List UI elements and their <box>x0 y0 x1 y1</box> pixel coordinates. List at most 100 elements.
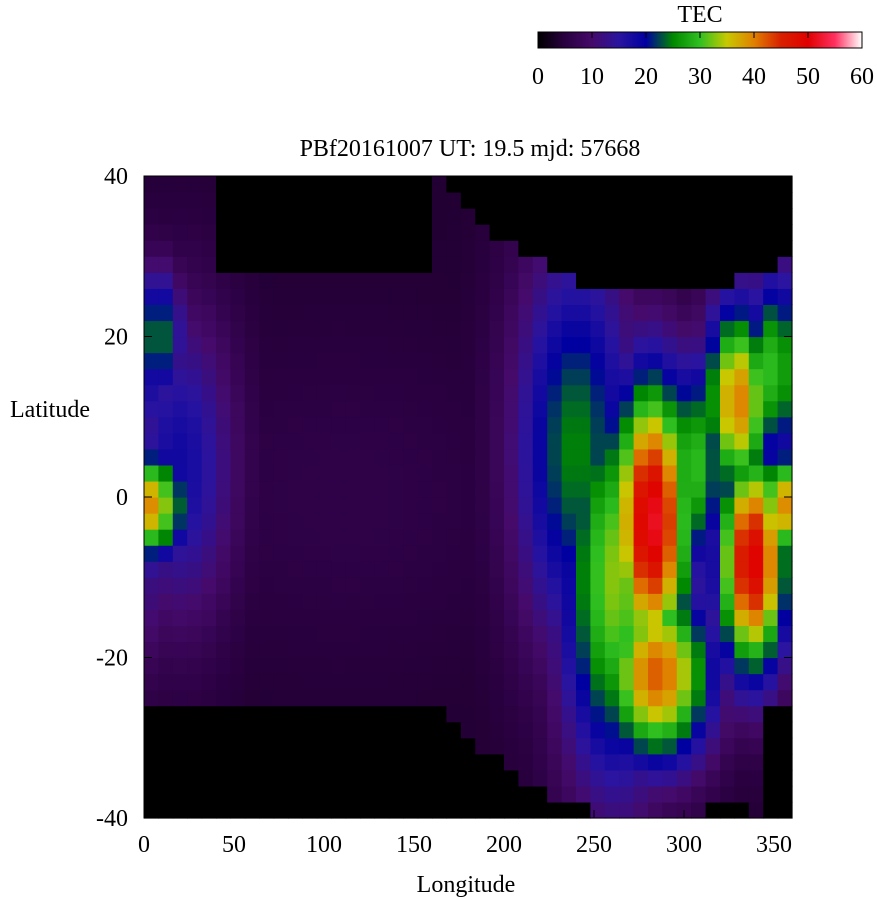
heatmap-cell <box>576 545 591 562</box>
heatmap-cell <box>244 753 260 771</box>
heatmap-cell <box>316 529 332 546</box>
heatmap-cell <box>345 368 361 386</box>
heatmap-cell <box>158 464 174 482</box>
heatmap-cell <box>748 384 764 402</box>
heatmap-cell <box>302 785 318 803</box>
heatmap-cell <box>748 753 764 771</box>
heatmap-cell <box>288 737 303 755</box>
heatmap-cell <box>230 400 246 418</box>
heatmap-cell <box>676 480 692 498</box>
heatmap-cell <box>590 384 606 402</box>
heatmap-cell <box>475 400 491 418</box>
heatmap-cell <box>504 529 519 546</box>
heatmap-cell <box>172 304 188 322</box>
heatmap-cell <box>648 192 663 209</box>
colorbar: TEC 0 10 20 30 40 50 60 <box>532 2 874 90</box>
heatmap-cell <box>576 609 591 626</box>
heatmap-cell <box>633 785 649 803</box>
heatmap-cell <box>547 545 563 562</box>
heatmap-cell <box>547 400 563 418</box>
heatmap-cell <box>273 529 289 546</box>
heatmap-cell <box>417 801 433 819</box>
heatmap-cell <box>662 657 678 675</box>
heatmap-cell <box>345 256 361 273</box>
heatmap-cell <box>360 625 375 643</box>
heatmap-cell <box>446 529 462 546</box>
heatmap-cell <box>705 256 721 273</box>
heatmap-cell <box>432 336 447 354</box>
heatmap-cell <box>748 192 764 209</box>
heatmap-cell <box>489 641 505 659</box>
heatmap-cell <box>748 448 764 466</box>
heatmap-cell <box>676 513 692 530</box>
heatmap-cell <box>230 769 246 787</box>
heatmap-cell <box>720 336 735 354</box>
heatmap-cell <box>532 352 548 370</box>
heatmap-cell <box>518 721 534 739</box>
heatmap-cell <box>288 657 303 675</box>
heatmap-cell <box>403 705 419 723</box>
heatmap-cell <box>230 753 246 771</box>
heatmap-cell <box>460 705 476 723</box>
heatmap-cell <box>259 176 275 193</box>
heatmap-cell <box>547 737 563 755</box>
heatmap-cell <box>201 753 217 771</box>
heatmap-cell <box>705 529 721 546</box>
heatmap-cell <box>720 625 735 643</box>
heatmap-cell <box>331 176 347 193</box>
heatmap-cell <box>187 448 203 466</box>
heatmap-cell <box>158 577 174 594</box>
heatmap-cell <box>777 497 793 514</box>
x-tick-label: 50 <box>222 832 246 858</box>
heatmap-cell <box>532 673 548 691</box>
heatmap-cell <box>619 464 635 482</box>
heatmap-cell <box>777 368 793 386</box>
heatmap-cell <box>720 737 735 755</box>
heatmap-cell <box>763 336 779 354</box>
heatmap-cell <box>561 641 577 659</box>
heatmap-cell <box>331 320 347 338</box>
heatmap-cell <box>158 320 174 338</box>
heatmap-cell <box>547 320 563 338</box>
heatmap-cell <box>360 352 375 370</box>
heatmap-cell <box>590 593 606 610</box>
heatmap-cell <box>518 737 534 755</box>
heatmap-cell <box>518 288 534 305</box>
heatmap-cell <box>187 480 203 498</box>
heatmap-cell <box>576 320 591 338</box>
heatmap-cell <box>720 432 735 450</box>
heatmap-cell <box>590 208 606 225</box>
heatmap-cell <box>158 336 174 354</box>
heatmap-cell <box>172 272 188 289</box>
heatmap-cell <box>547 561 563 578</box>
heatmap-cell <box>518 657 534 675</box>
y-tick-label: 20 <box>104 325 128 351</box>
heatmap-cell <box>504 721 519 739</box>
heatmap-cell <box>691 593 707 610</box>
heatmap-cell <box>331 721 347 739</box>
heatmap-cell <box>331 577 347 594</box>
heatmap-cell <box>748 368 764 386</box>
heatmap-cell <box>633 208 649 225</box>
heatmap-cell <box>230 448 246 466</box>
heatmap-cell <box>633 384 649 402</box>
heatmap-cell <box>460 208 476 225</box>
heatmap-cell <box>734 320 750 338</box>
heatmap-cell <box>273 464 289 482</box>
heatmap-cell <box>144 753 159 771</box>
heatmap-cell <box>288 625 303 643</box>
heatmap-cell <box>345 673 361 691</box>
heatmap-cell <box>691 384 707 402</box>
heatmap-cell <box>144 801 159 819</box>
heatmap-cell <box>662 384 678 402</box>
heatmap-cell <box>158 448 174 466</box>
heatmap-cell <box>705 336 721 354</box>
heatmap-cell <box>403 545 419 562</box>
heatmap-cell <box>763 737 779 755</box>
heatmap-cell <box>201 336 217 354</box>
heatmap-cell <box>763 464 779 482</box>
heatmap-cell <box>547 448 563 466</box>
heatmap-cell <box>172 561 188 578</box>
heatmap-cell <box>417 480 433 498</box>
heatmap-cell <box>331 657 347 675</box>
